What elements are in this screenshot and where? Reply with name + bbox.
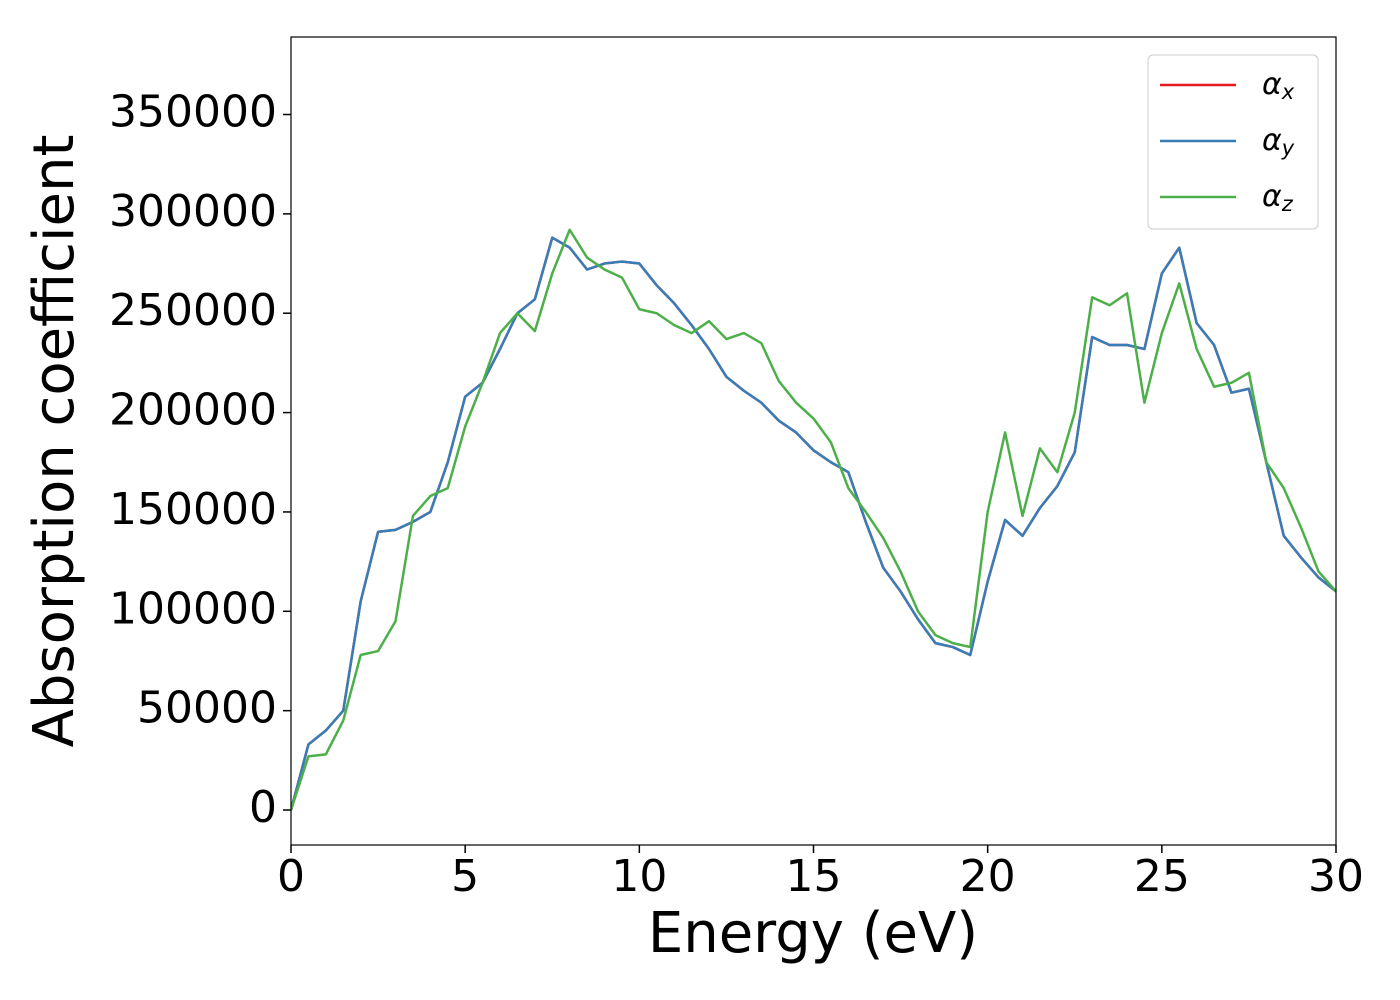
series-line: [291, 236, 1336, 811]
legend-label: αy: [1262, 123, 1295, 161]
series-line: [291, 228, 1336, 811]
x-tick-label: 0: [277, 851, 305, 902]
y-tick-label: 50000: [137, 683, 277, 734]
y-tick-label: 0: [249, 782, 277, 833]
legend-symbol: α: [1262, 67, 1282, 102]
x-tick-label: 10: [611, 851, 667, 902]
legend-subscript: x: [1281, 80, 1295, 104]
y-tick-label: 350000: [109, 87, 277, 138]
y-tick-label: 300000: [109, 186, 277, 237]
legend-symbol: α: [1262, 123, 1282, 158]
legend-subscript: y: [1281, 136, 1295, 160]
x-tick-label: 5: [451, 851, 479, 902]
legend-symbol: α: [1262, 179, 1282, 214]
x-tick-label: 30: [1308, 851, 1364, 902]
x-axis-label: Energy (eV): [648, 901, 978, 966]
legend-subscript: z: [1281, 192, 1294, 216]
legend-label: αx: [1262, 67, 1295, 105]
y-tick-label: 200000: [109, 385, 277, 436]
y-axis-label: Absorption coefficient: [22, 135, 87, 748]
y-tick-label: 250000: [109, 285, 277, 336]
legend-label: αz: [1262, 179, 1294, 217]
x-tick-label: 15: [786, 851, 842, 902]
plot-frame: [290, 36, 1337, 846]
y-tick-label: 150000: [109, 484, 277, 535]
x-tick-label: 25: [1134, 851, 1190, 902]
x-tick-label: 20: [960, 851, 1016, 902]
y-tick-label: 100000: [109, 583, 277, 634]
